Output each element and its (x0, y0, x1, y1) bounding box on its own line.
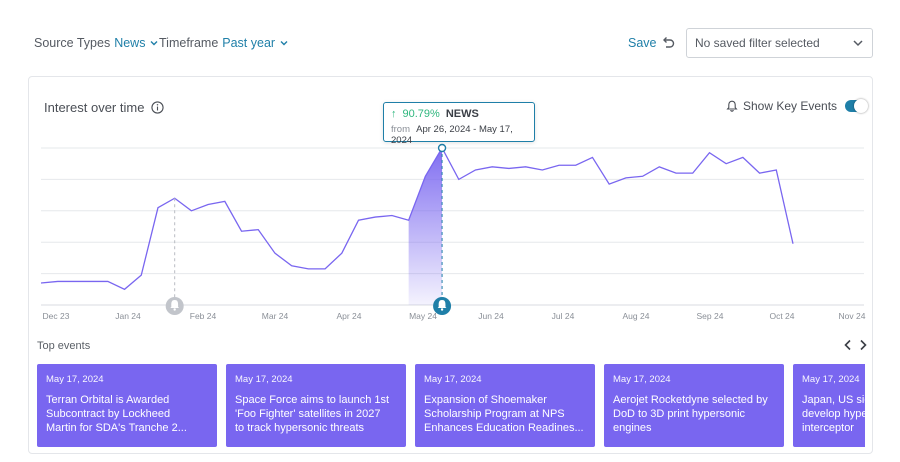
tooltip-from-label: from (391, 124, 410, 135)
source-types-label: Source Types (34, 36, 111, 50)
interest-over-time-card: Interest over time Show Key Events Dec 2… (28, 76, 873, 454)
undo-icon[interactable] (660, 34, 676, 50)
bell-icon (726, 100, 738, 112)
key-event-marker (165, 297, 184, 315)
chevron-down-icon (150, 41, 158, 46)
x-tick-label: Nov 24 (839, 311, 866, 321)
event-date: May 17, 2024 (424, 374, 482, 385)
card-header: Interest over time (44, 100, 165, 115)
x-tick-label: Jan 24 (115, 311, 141, 321)
info-icon[interactable] (151, 101, 165, 114)
key-event-marker-active (433, 297, 452, 315)
bell-clapper (440, 308, 444, 311)
x-tick-label: Sep 24 (697, 311, 724, 321)
timeframe-filter[interactable]: Timeframe Past year (159, 36, 289, 50)
x-tick-label: Aug 24 (623, 311, 650, 321)
x-tick-label: Jul 24 (552, 311, 575, 321)
source-types-filter[interactable]: Source Types News (34, 36, 159, 50)
tooltip-range: Apr 26, 2024 - May 17, 2024 (391, 124, 513, 146)
x-tick-label: Oct 24 (769, 311, 794, 321)
x-tick-label: Mar 24 (262, 311, 289, 321)
event-title: Aerojet Rocketdyne selected by DoD to 3D… (613, 394, 768, 434)
event-title: Space Force aims to launch 1st 'Foo Figh… (235, 394, 390, 434)
event-date: May 17, 2024 (613, 374, 671, 385)
chevron-down-icon (853, 40, 863, 47)
event-card[interactable]: May 17, 2024 Japan, US sig develop hype i… (793, 364, 865, 447)
series-line-news (40, 146, 794, 291)
key-events-control: Show Key Events (726, 99, 869, 113)
highlight-area (408, 148, 443, 305)
series-line-layer (40, 146, 794, 291)
arrow-up-icon: ↑ (391, 108, 397, 120)
x-axis: Dec 23 Jan 24 Feb 24 Mar 24 Apr 24 May 24 Jun … (43, 311, 866, 321)
saved-filter-placeholder: No saved filter selected (695, 36, 820, 50)
top-events-list: May 17, 2024 Terran Orbital is Awarded Su… (37, 364, 865, 448)
event-date: May 17, 2024 (46, 374, 104, 385)
key-event-markers (165, 297, 452, 315)
source-types-value: News (114, 36, 146, 50)
events-nav (843, 339, 868, 351)
x-tick-label: May 24 (409, 311, 437, 321)
event-date: May 17, 2024 (235, 374, 293, 385)
chart-grid (41, 147, 864, 306)
timeframe-label: Timeframe (159, 36, 219, 50)
chevron-right-icon[interactable] (858, 339, 868, 351)
card-title: Interest over time (44, 100, 145, 115)
key-events-label: Show Key Events (743, 99, 838, 113)
bell-clapper (173, 308, 176, 311)
chevron-down-icon (280, 41, 288, 46)
event-date: May 17, 2024 (802, 374, 860, 385)
x-tick-label: Feb 24 (190, 311, 217, 321)
event-card[interactable]: May 17, 2024 Aerojet Rocketdyne selected … (604, 364, 784, 447)
tooltip-change: 90.79% (402, 108, 440, 120)
top-events-label: Top events (37, 340, 91, 352)
chevron-left-icon[interactable] (843, 339, 853, 351)
active-point (437, 143, 447, 153)
event-title: Expansion of Shoemaker Scholarship Progr… (424, 394, 584, 434)
x-tick-label: Jun 24 (478, 311, 504, 321)
x-tick-label: Apr 24 (336, 311, 361, 321)
tooltip-series: NEWS (445, 108, 479, 120)
timeframe-value: Past year (222, 36, 276, 50)
key-events-toggle[interactable] (845, 99, 869, 113)
x-tick-label: Dec 23 (43, 311, 70, 321)
bell-icon (170, 300, 180, 308)
chart-tooltip: ↑ 90.79% NEWS from Apr 26, 2024 - May 17… (383, 102, 535, 146)
interest-chart: Dec 23 Jan 24 Feb 24 Mar 24 Apr 24 May 24 Jun … (40, 143, 866, 321)
saved-filter-select[interactable]: No saved filter selected (686, 28, 873, 58)
event-title: Terran Orbital is Awarded Subcontract by… (46, 394, 187, 434)
highlight-layer (408, 148, 443, 305)
event-title: Japan, US sig develop hype interceptor (802, 394, 865, 434)
guide-layer (174, 143, 447, 306)
event-card[interactable]: May 17, 2024 Expansion of Shoemaker Schol… (415, 364, 595, 447)
event-card[interactable]: May 17, 2024 Terran Orbital is Awarded Su… (37, 364, 217, 447)
event-card[interactable]: May 17, 2024 Space Force aims to launch 1… (226, 364, 406, 447)
bell-icon (437, 300, 447, 308)
save-button[interactable]: Save (628, 36, 657, 50)
